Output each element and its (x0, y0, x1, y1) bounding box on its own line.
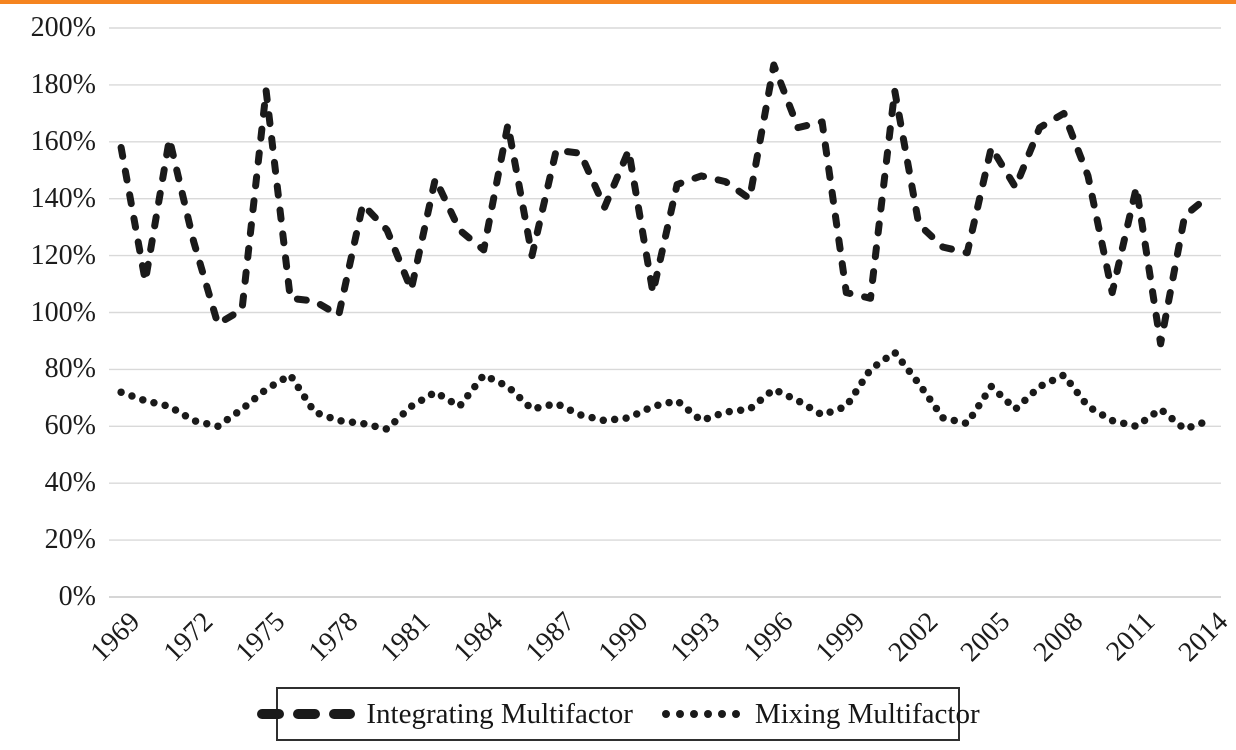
legend-label-mixing: Mixing Multifactor (754, 697, 980, 730)
legend-label-integrating: Integrating Multifactor (366, 697, 633, 730)
line-chart-plot (109, 27, 1221, 598)
y-axis-tick-label: 40% (44, 467, 96, 499)
top-accent-bar (0, 0, 1236, 4)
y-axis-tick-label: 80% (44, 353, 96, 385)
y-axis-tick-label: 180% (30, 68, 96, 100)
y-axis-tick-label: 100% (30, 296, 96, 328)
legend-item-mixing: Mixing Multifactor (661, 698, 980, 731)
y-axis-tick-label: 60% (44, 410, 96, 442)
dotted-line-swatch (661, 710, 740, 718)
y-axis-tick-label: 160% (30, 125, 96, 157)
series-line-mixing (117, 348, 1213, 433)
y-axis-tick-label: 120% (30, 239, 96, 271)
legend-box: Integrating Multifactor Mixing Multifact… (257, 687, 980, 741)
series-line-integrating (117, 61, 1213, 348)
y-axis-tick-label: 200% (30, 12, 96, 43)
legend-item-integrating: Integrating Multifactor (256, 698, 633, 731)
dashed-line-swatch (257, 709, 356, 719)
y-axis-tick-label: 0% (58, 581, 96, 612)
y-axis-tick-label: 140% (30, 182, 96, 214)
y-axis-tick-label: 20% (44, 524, 96, 556)
